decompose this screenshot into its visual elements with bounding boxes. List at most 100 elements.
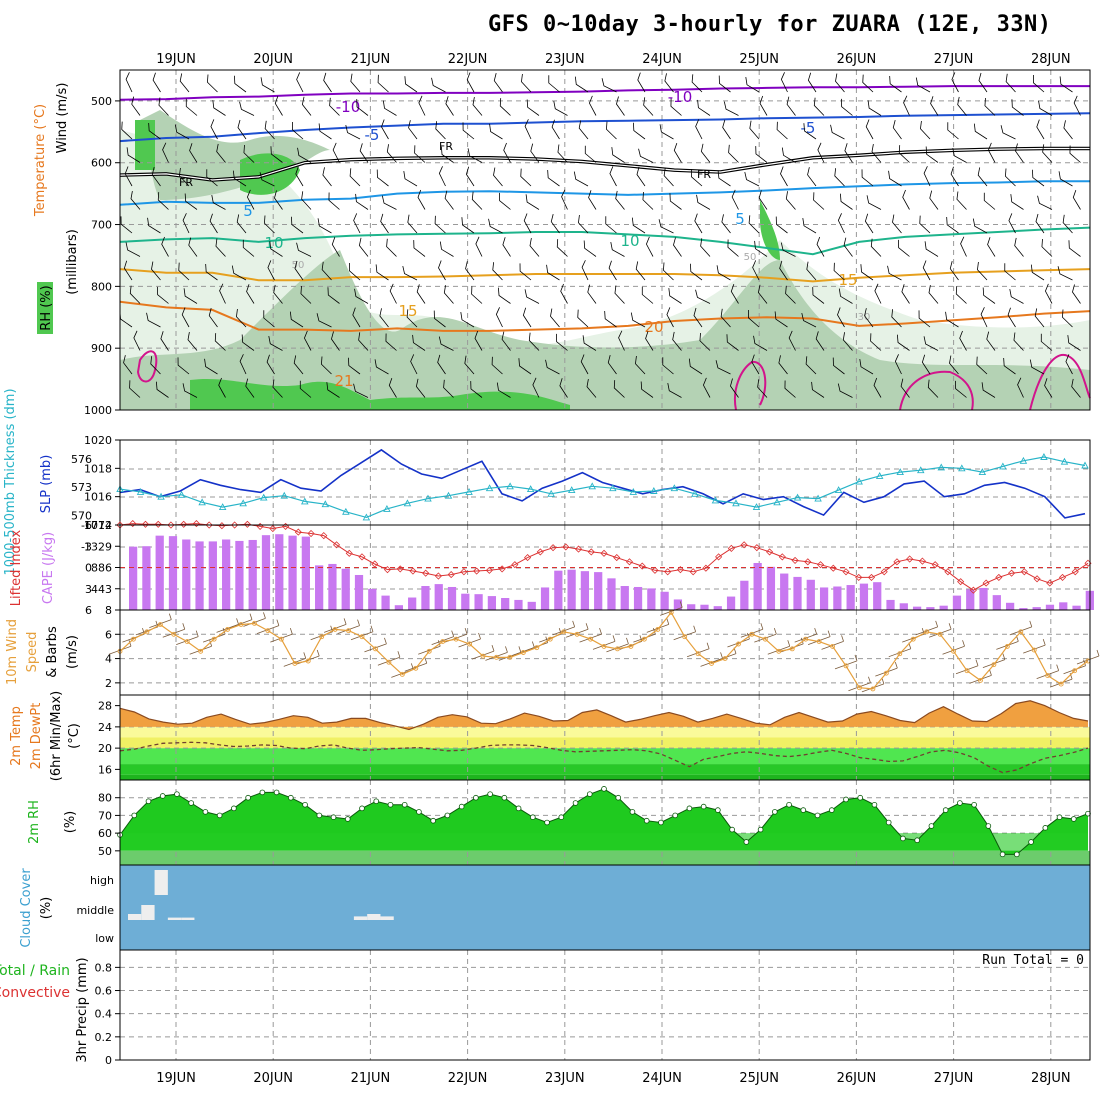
- wind-barb: [206, 169, 218, 187]
- rh-base-band: [120, 850, 1090, 865]
- cape-bar: [261, 535, 271, 610]
- wind-barb: [188, 237, 198, 257]
- wind-barb: [1044, 378, 1053, 398]
- wind-barb: [663, 167, 674, 187]
- wind-barb: [269, 241, 283, 257]
- wind-barb: [1038, 100, 1053, 116]
- wind-speed-point: [614, 646, 620, 652]
- wind-barb: [345, 124, 361, 140]
- wind-barb-10m: [1023, 638, 1046, 654]
- wind-barb: [461, 217, 475, 234]
- wind-barb: [464, 355, 475, 375]
- wind-barb: [610, 241, 625, 257]
- rh-point: [914, 837, 920, 844]
- wind-barb: [465, 166, 475, 187]
- wind-speed-point: [547, 636, 553, 642]
- rh-area-upper: [120, 788, 1088, 855]
- wind-barb: [1009, 288, 1024, 304]
- rh-point: [828, 807, 835, 813]
- cape-bar: [726, 596, 736, 610]
- rh-tick-label: 80: [98, 792, 112, 805]
- wind-barb: [635, 355, 646, 375]
- wind-barb-10m: [955, 659, 979, 675]
- wind-barb: [380, 213, 389, 234]
- wind-barb: [151, 261, 161, 281]
- wind-barb: [951, 72, 959, 93]
- cape-bar: [673, 599, 683, 610]
- wind-barb: [331, 236, 340, 257]
- thickness-point: [896, 468, 904, 476]
- wind-barb: [955, 286, 967, 304]
- wind-barb: [753, 335, 768, 351]
- thickness-point: [1040, 453, 1048, 460]
- rh-point: [942, 807, 949, 813]
- wind-barb: [274, 95, 283, 116]
- wind-speed-point: [225, 626, 231, 632]
- wind-barb: [561, 189, 568, 210]
- wind-barb: [438, 336, 454, 351]
- wind-barb: [816, 236, 825, 257]
- wind-barb: [778, 355, 788, 375]
- date-label-bottom: 23JUN: [545, 1071, 585, 1086]
- wind-barb: [900, 378, 910, 398]
- rh-point: [586, 791, 593, 797]
- cape-bar: [434, 584, 443, 610]
- wind-barb: [239, 354, 247, 375]
- wind-barb: [670, 98, 682, 116]
- wind-barb: [896, 334, 910, 351]
- lifted-index-point: [1046, 579, 1054, 587]
- wind-barb: [898, 145, 910, 163]
- cape-bar: [979, 587, 988, 610]
- wind-barb: [1015, 143, 1024, 163]
- wind-barb-10m: [1076, 649, 1100, 665]
- thickness-point: [773, 498, 781, 506]
- rh-point: [658, 819, 664, 826]
- wind-barb: [245, 378, 255, 398]
- wind-barb: [573, 171, 589, 187]
- temp-band: [120, 774, 1090, 780]
- wind-barb: [815, 331, 825, 351]
- wind-frame: [119, 609, 1091, 696]
- wind-barb: [894, 354, 902, 375]
- thickness-point: [670, 484, 679, 492]
- wind-barb-10m: [794, 628, 818, 643]
- isotherm-line: [119, 112, 1091, 143]
- thickness-point: [301, 497, 309, 505]
- date-label-top: 22JUN: [448, 52, 488, 67]
- wind-barb: [382, 100, 397, 116]
- wind-barb: [578, 120, 589, 140]
- wind-barb: [803, 123, 817, 140]
- wind-barb: [780, 72, 788, 93]
- lifted-index-point: [816, 561, 825, 569]
- wind-barb: [443, 379, 454, 398]
- wind-barb: [157, 192, 169, 210]
- wind-speed-point: [830, 643, 836, 649]
- wind-barb: [301, 96, 312, 116]
- cloud-background: [120, 865, 1090, 950]
- cape-bar: [129, 546, 138, 610]
- wind-barb-10m: [176, 630, 199, 645]
- wind-barb-10m: [202, 628, 226, 643]
- wind-barb: [844, 143, 853, 163]
- date-label-top: 21JUN: [351, 52, 391, 67]
- wind-speed-point: [305, 658, 311, 664]
- wind-speed-point: [346, 628, 352, 634]
- wind-barb: [715, 360, 731, 375]
- lifted-index-point: [625, 558, 634, 566]
- wind-barb: [557, 144, 568, 163]
- wind-barb: [977, 261, 988, 281]
- rh-point: [957, 800, 963, 806]
- wind-speed-point: [171, 631, 177, 637]
- isotherm-label: 5: [243, 202, 253, 220]
- cape-tick-label: 1329: [84, 540, 112, 553]
- wind-barb: [493, 73, 503, 93]
- wind-barb: [416, 284, 426, 304]
- cape-bar: [222, 539, 231, 610]
- wind-barb: [609, 166, 617, 187]
- lifted-index-point: [995, 573, 1003, 581]
- wind-barb: [434, 215, 446, 234]
- cape-bar: [966, 589, 975, 610]
- wind-barb: [352, 307, 361, 328]
- wind-barb: [1029, 359, 1045, 375]
